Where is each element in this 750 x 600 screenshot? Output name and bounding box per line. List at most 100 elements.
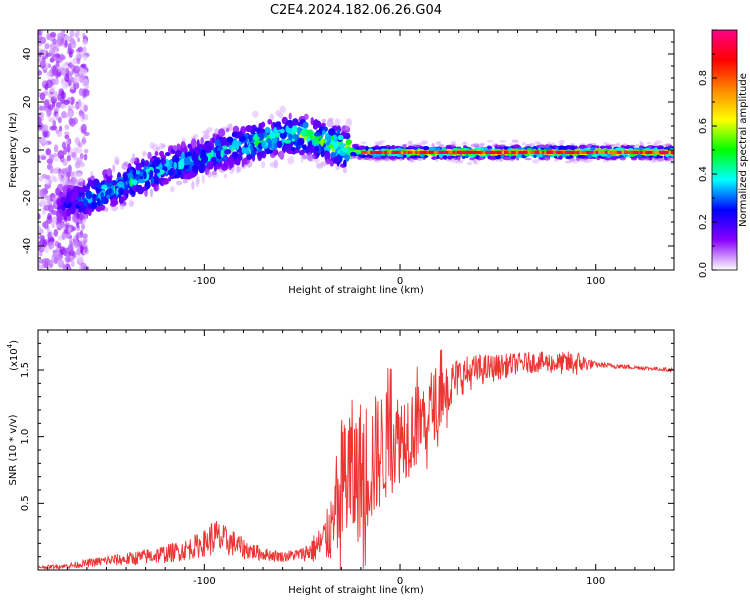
snr-x-ticks: -100 0 100 [47, 330, 675, 587]
spectrogram-core [445, 150, 449, 154]
spectrogram-cell [279, 150, 285, 160]
spectrogram-cell [500, 153, 505, 159]
spectrogram-cell [222, 156, 228, 162]
spectrogram-cell [45, 148, 52, 156]
spectrogram-cell [536, 153, 543, 158]
spectrogram-cell [77, 46, 84, 52]
colorbar-ticks: 0.0 0.2 0.4 0.6 0.8 [698, 29, 717, 278]
spectrogram-cell [241, 126, 245, 134]
spectrogram-cell [153, 168, 161, 174]
spectrogram-cell [277, 140, 283, 149]
spectrogram-cell [580, 156, 586, 159]
spectrogram-cell [53, 157, 59, 162]
spectrogram-cell [62, 186, 67, 194]
spectrogram-cell [83, 198, 88, 208]
spectrogram-core [367, 150, 371, 154]
spectrogram-cell [70, 260, 75, 267]
spectrogram-cell [407, 145, 413, 149]
spectrogram-cell [57, 201, 62, 207]
spectrogram-cell [191, 181, 195, 190]
spectrogram-core [529, 150, 533, 154]
spectrogram-cell [408, 140, 413, 144]
spectrogram-cell [207, 171, 212, 178]
spectrogram-cell [206, 160, 214, 170]
spectrogram-core [614, 150, 618, 154]
spectrogram-cell [261, 150, 267, 159]
spectrogram-cell [160, 157, 167, 165]
tick-label: -100 [193, 576, 216, 587]
spectrogram-cell [144, 160, 150, 167]
spectrogram-cell [221, 145, 228, 150]
spectrogram-core [487, 150, 491, 154]
spectrogram-cell [363, 157, 371, 160]
tick-label: 100 [586, 576, 605, 587]
spectrogram-core [433, 150, 437, 154]
spectrogram-cell [57, 116, 62, 124]
spectrogram-cell [64, 174, 68, 184]
spectrogram-cell [314, 158, 320, 164]
spectrogram-cell [569, 142, 576, 146]
spectrogram-cell [90, 175, 95, 181]
spectrogram-cell [663, 146, 671, 150]
spectrogram-cell [380, 155, 386, 159]
spectrogram-core [562, 150, 566, 154]
spectrogram-cell [65, 167, 69, 173]
spectrogram-cell [66, 137, 71, 146]
spectrogram-core [452, 150, 456, 154]
spectrogram-cell [63, 248, 67, 257]
spectrogram-cell [287, 120, 294, 129]
tick-label: 0.2 [698, 214, 709, 230]
spectrogram-cell [70, 104, 75, 110]
spectrogram-cell [61, 81, 69, 90]
spectrogram-cell [236, 166, 242, 173]
spectrogram-cell [76, 248, 82, 256]
spectrogram-cell [38, 145, 42, 154]
spectrogram-cell [452, 147, 458, 152]
spectrogram-cell [324, 133, 332, 142]
spectrogram-core [633, 150, 637, 154]
spectrogram-cell [64, 124, 70, 130]
spectrogram-cell [439, 157, 444, 160]
spectrogram-cell [39, 36, 47, 45]
colorbar-label: Normalized spectral amplitude [738, 73, 749, 227]
spectrogram-cell [73, 239, 78, 247]
spectrogram-core [384, 150, 388, 154]
spectrogram-cell [356, 151, 360, 155]
tick-label: 0.6 [698, 118, 709, 134]
spectrogram-cell [399, 158, 403, 161]
spectrogram-core [548, 150, 552, 154]
spectrogram-cell [267, 118, 273, 125]
spectrogram-cell [59, 103, 66, 109]
spectrogram-cell [46, 79, 53, 89]
spectrogram-cell [71, 226, 77, 231]
spectrogram-cell [62, 206, 66, 212]
spectrogram-cell [349, 147, 355, 151]
snr-panel: -100 0 100 0.5 1.0 1.5 Height of straight li… [6, 329, 675, 596]
spectrogram-core [534, 150, 538, 154]
spectrogram-cell [63, 99, 70, 105]
spectrogram-cell [47, 241, 55, 249]
spectrogram-cell [69, 118, 76, 127]
spectrogram-cell [635, 144, 640, 147]
spectrogram-cell [275, 110, 281, 117]
spectrogram-cell [218, 128, 226, 137]
spectrogram-core [612, 150, 616, 154]
spectrogram-core [468, 150, 472, 154]
spectrogram-core [513, 150, 517, 154]
spectrogram-cell [173, 161, 177, 170]
spectrogram-cell [307, 152, 313, 162]
spectrogram-core [424, 150, 428, 154]
spectrogram-core [539, 150, 543, 154]
spectrogram-cell [83, 46, 87, 54]
spectrogram-cell [74, 32, 78, 39]
spectrogram-cell [499, 140, 507, 143]
spectrogram-cell [334, 118, 341, 127]
spectrogram-cell [409, 157, 414, 163]
spectrogram-core [473, 150, 477, 154]
spectrogram-cell [374, 146, 379, 150]
spectrogram-cell [47, 231, 52, 240]
spectrogram-core [652, 150, 656, 154]
tick-label: -20 [22, 190, 33, 206]
spectrogram-cell [153, 172, 158, 181]
snr-y-multiplier: (x104) [6, 340, 20, 371]
